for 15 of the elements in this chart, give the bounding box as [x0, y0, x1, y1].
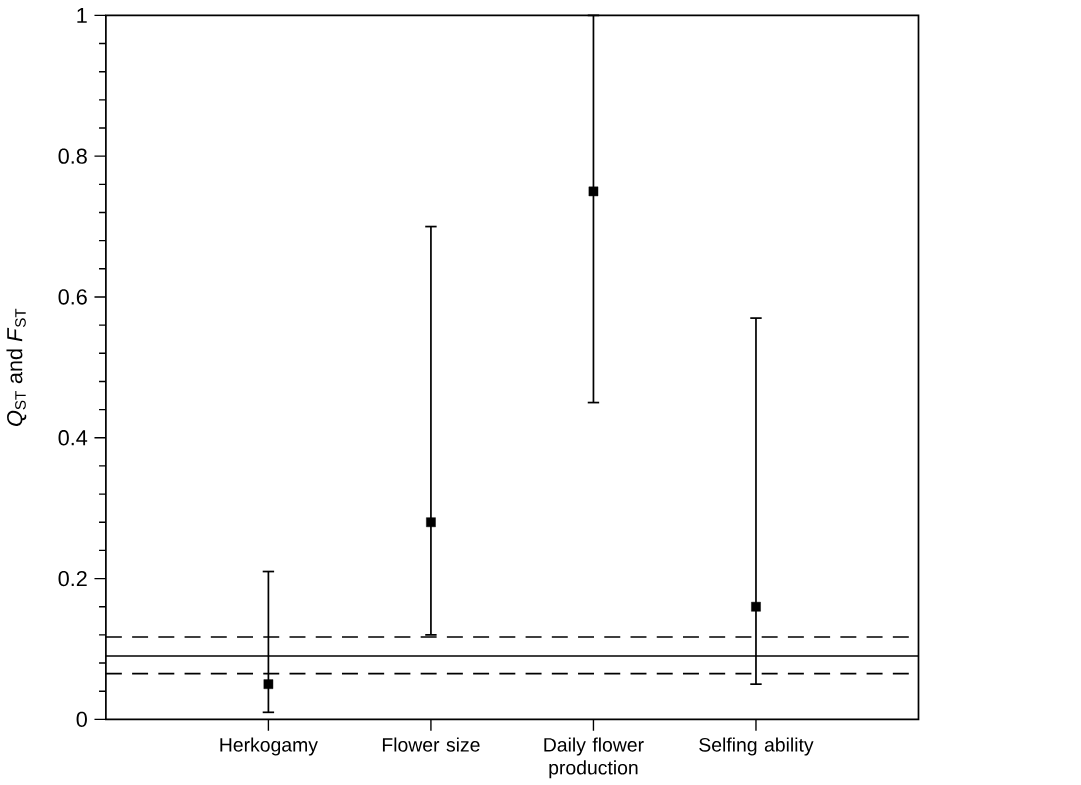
x-tick-label: Herkogamy [220, 737, 318, 756]
point [263, 679, 274, 690]
y-tick-label: 0.8 [58, 148, 87, 164]
y-tick-label: 0.2 [58, 570, 87, 587]
x-tick-label: Daily flower production [544, 737, 644, 779]
y-tick-label: 1 [77, 8, 87, 23]
y-axis-title: Q$_{ST}$ and F$_{ST}$ [6, 308, 27, 426]
y-tick-label: 0.6 [58, 289, 87, 305]
y-tick-label: 0.4 [58, 430, 88, 446]
x-tick-label: Flower size [382, 737, 480, 752]
point [751, 602, 761, 612]
point [588, 186, 599, 197]
y-tick-label: 0 [76, 711, 87, 728]
x-tick-label: Selfing ability [699, 737, 814, 756]
point [426, 517, 436, 528]
